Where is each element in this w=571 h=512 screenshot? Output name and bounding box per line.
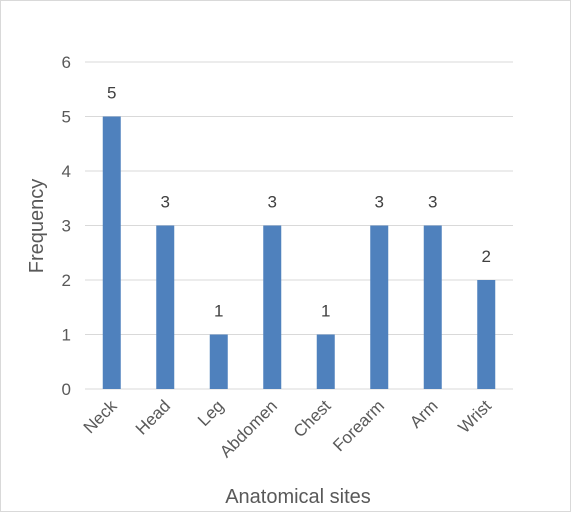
x-tick-label-wrist: Wrist [454,396,495,437]
bars [102,116,496,389]
x-tick-label-chest: Chest [290,396,335,441]
data-label-leg: 1 [214,302,223,321]
bar-chest [316,334,335,389]
bar-abdomen [263,225,282,389]
y-tick-label: 0 [62,380,71,399]
data-labels: 5 3 1 3 1 3 3 2 [107,84,491,321]
data-label-head: 3 [161,193,170,212]
y-tick-label: 1 [62,326,71,345]
bar-neck [102,116,121,389]
x-axis-title: Anatomical sites [225,486,371,508]
bar-head [156,225,175,389]
x-tick-label-arm: Arm [406,396,441,431]
data-label-arm: 3 [428,193,437,212]
y-tick-label: 5 [62,108,71,127]
bar-leg [209,334,228,389]
y-tick-label: 3 [62,217,71,236]
x-tick-label-leg: Leg [194,396,227,429]
y-tick-label: 4 [62,162,71,181]
data-label-neck: 5 [107,84,116,103]
x-tick-label-abdomen: Abdomen [216,396,281,461]
data-label-chest: 1 [321,302,330,321]
data-label-forearm: 3 [375,193,384,212]
y-tick-label: 6 [62,53,71,72]
bar-arm [423,225,442,389]
x-tick-label-head: Head [132,396,174,438]
x-tick-label-neck: Neck [80,396,121,437]
y-axis-ticks: 0 1 2 3 4 5 6 [62,53,71,399]
x-tick-label-forearm: Forearm [329,396,388,455]
bar-forearm [370,225,389,389]
y-tick-label: 2 [62,271,71,290]
gridlines [85,61,513,390]
bar-wrist [477,280,496,389]
y-axis-title: Frequency [26,179,48,274]
data-label-wrist: 2 [482,247,491,266]
data-label-abdomen: 3 [268,193,277,212]
